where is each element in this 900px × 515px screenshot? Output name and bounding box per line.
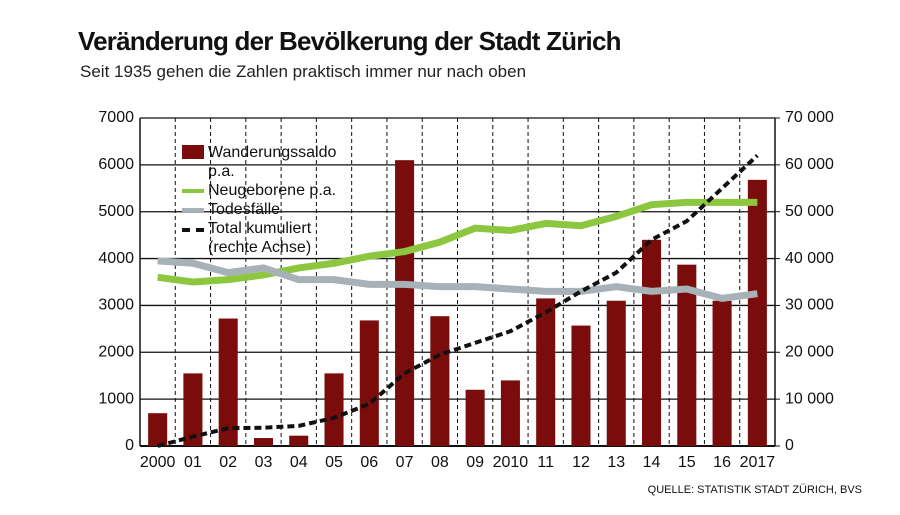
x-tick-label: 16 xyxy=(713,454,731,471)
x-tick-label: 04 xyxy=(290,454,308,471)
x-tick-label: 05 xyxy=(325,454,343,471)
bar xyxy=(747,179,767,446)
title: Veränderung der Bevölkerung der Stadt Zü… xyxy=(78,26,622,56)
bar xyxy=(183,373,203,446)
x-tick-label: 2010 xyxy=(493,454,529,471)
x-tick-label: 2000 xyxy=(140,454,176,471)
y2-tick-label: 70 000 xyxy=(785,109,834,126)
bar xyxy=(606,300,626,446)
y-tick-label: 0 xyxy=(125,437,134,454)
x-tick-label: 09 xyxy=(466,454,484,471)
bar xyxy=(465,389,485,446)
bar xyxy=(218,318,238,446)
bar xyxy=(148,413,168,446)
bar xyxy=(289,435,309,446)
legend-item: Neugeborene p.a. xyxy=(182,181,338,200)
bar xyxy=(253,438,273,446)
x-tick-label: 02 xyxy=(219,454,237,471)
legend-swatch xyxy=(182,189,204,193)
x-tick-label: 2017 xyxy=(740,454,776,471)
legend-swatch xyxy=(182,145,204,159)
x-tick-label: 11 xyxy=(537,454,554,471)
x-tick-label: 15 xyxy=(678,454,696,471)
bar xyxy=(500,380,520,446)
bar xyxy=(359,320,379,446)
legend-label: Wanderungssaldo p.a. xyxy=(208,144,337,180)
legend: Wanderungssaldo p.a. Neugeborene p.a. Tode… xyxy=(182,143,338,257)
legend-label: Todesfälle xyxy=(208,201,281,218)
bar xyxy=(536,298,556,446)
legend-item: Total kumuliert (rechte Achse) xyxy=(182,219,338,257)
source: QUELLE: STATISTIK STADT ZÜRICH, BVS xyxy=(647,484,862,496)
legend-item: Todesfälle xyxy=(182,200,338,219)
line xyxy=(157,257,758,302)
y2-tick-label: 50 000 xyxy=(785,203,834,220)
y-tick-label: 7000 xyxy=(98,109,134,126)
y-tick-label: 5000 xyxy=(98,203,134,220)
bar xyxy=(430,316,450,446)
y-tick-label: 1000 xyxy=(98,390,134,407)
y2-tick-label: 60 000 xyxy=(785,156,834,173)
x-tick-label: 14 xyxy=(643,454,661,471)
y2-tick-label: 40 000 xyxy=(785,250,834,267)
bar xyxy=(677,264,697,446)
x-tick-label: 03 xyxy=(255,454,273,471)
subtitle: Seit 1935 gehen die Zahlen praktisch imm… xyxy=(80,62,527,81)
legend-item: Wanderungssaldo p.a. xyxy=(182,143,338,181)
legend-label: Neugeborene p.a. xyxy=(208,182,337,199)
bar xyxy=(712,300,732,446)
legend-swatch xyxy=(182,228,204,232)
bar xyxy=(571,325,591,446)
y2-tick-label: 30 000 xyxy=(785,297,834,314)
y2-tick-label: 20 000 xyxy=(785,344,834,361)
y-tick-label: 2000 xyxy=(98,344,134,361)
y-tick-label: 3000 xyxy=(98,297,134,314)
y-tick-label: 4000 xyxy=(98,250,134,267)
bar xyxy=(642,239,662,446)
legend-label: Total kumuliert (rechte Achse) xyxy=(208,220,312,256)
bar xyxy=(324,373,344,446)
bar xyxy=(395,160,415,446)
y2-tick-label: 0 xyxy=(785,437,794,454)
line xyxy=(157,154,759,448)
y2-tick-label: 10 000 xyxy=(785,390,834,407)
line xyxy=(157,198,758,286)
x-tick-label: 01 xyxy=(184,454,202,471)
y-tick-label: 6000 xyxy=(98,156,134,173)
legend-swatch xyxy=(182,208,204,212)
x-tick-label: 07 xyxy=(396,454,414,471)
x-tick-label: 06 xyxy=(360,454,378,471)
x-tick-label: 08 xyxy=(431,454,449,471)
x-tick-label: 12 xyxy=(572,454,590,471)
x-tick-label: 13 xyxy=(607,454,625,471)
